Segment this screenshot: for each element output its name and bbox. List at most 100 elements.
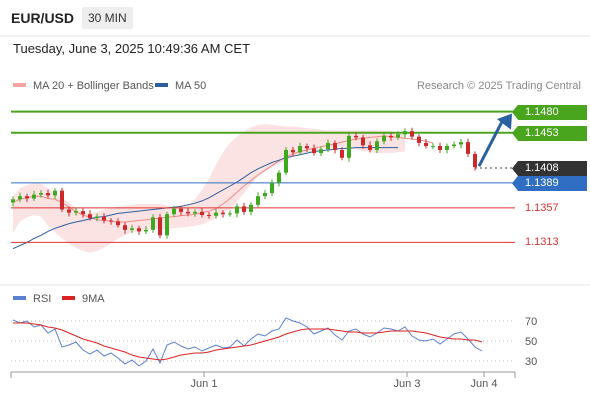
candle [277,170,281,187]
level-label-support: 1.1313 [525,236,559,249]
candle-body [39,193,43,195]
legend-rsi: RSI [13,293,51,305]
candle [312,144,316,156]
candle-body [32,194,36,199]
candle [172,205,176,217]
candle-body [11,199,15,203]
candle-body [109,220,113,222]
candle-body [151,217,155,230]
level-label-pointer [512,125,518,141]
rsi-tick-label: 70 [525,316,537,328]
candle [235,203,239,218]
level-label-last-price: 1.1408 [518,160,587,176]
legend-label: RSI [33,293,52,305]
projection-arrow [477,117,506,167]
candle [459,139,463,149]
level-label-support: 1.1357 [525,201,559,214]
candle [81,208,85,218]
candle [60,187,64,213]
candle-body [81,211,85,215]
candle-body [249,204,253,212]
candle-body [123,225,127,230]
candle [32,190,36,202]
rsi-line [12,317,483,367]
candle [340,146,344,161]
candle [179,205,183,216]
candle [207,212,211,219]
candle-body [144,229,148,232]
credit-text: Research © 2025 Trading Central [416,80,581,92]
candle [25,193,29,202]
candle [361,134,365,149]
legend-swatch [13,296,26,301]
level-label-pointer [512,104,518,120]
candle-body [263,193,267,197]
candle [221,210,225,218]
x-tick-label: Jun 4 [471,378,498,390]
candle-body [207,214,211,216]
candle-body [179,208,183,212]
level-label-resistance: 1.1480 [518,104,587,120]
candle [368,141,372,153]
candle-body [368,145,372,150]
candle [249,202,253,216]
candle-body [431,146,435,148]
candle [116,218,120,228]
candle [375,138,379,153]
candle [39,190,43,198]
candle-body [361,137,365,146]
candle [256,192,260,208]
candle-body [214,212,218,216]
candle [67,206,71,217]
candle-body [130,228,134,230]
legend-swatch [13,83,26,88]
candle-body [312,148,316,154]
candle-body [375,141,379,150]
candle-body [18,196,22,200]
candle [214,209,218,219]
candle-body [46,193,50,196]
candle [417,134,421,147]
candle-body [200,211,204,215]
candle-body [424,142,428,147]
candle-body [410,131,414,137]
legend-ma20: MA 20 + Bollinger Bands [13,80,154,92]
candle-body [298,146,302,153]
candle [333,140,337,154]
candle [354,132,358,141]
candle [284,146,288,176]
candle [291,146,295,157]
level-label-pointer [512,175,518,191]
bollinger-band [13,124,405,253]
candle-body [137,228,141,232]
legend-label: 9MA [82,293,105,305]
candle [102,213,106,224]
candle-body [193,211,197,214]
candle [319,146,323,157]
candle [347,132,351,162]
candle [389,133,393,141]
candle-body [459,142,463,145]
candle-body [172,208,176,215]
candle [263,190,267,200]
candle [424,139,428,149]
candle [88,210,92,221]
legend-9ma: 9MA [62,293,105,305]
candle-body [340,149,344,158]
candle-body [403,131,407,135]
candle [193,209,197,217]
candle-body [88,214,92,219]
candle-body [396,134,400,138]
candle-body [186,211,190,214]
symbol-label: EUR/USD [11,10,75,26]
timeframe-badge[interactable]: 30 MIN [82,7,133,29]
candle-body [60,190,64,210]
candle [95,213,99,222]
legend-label: MA 20 + Bollinger Bands [33,80,154,92]
candle-body [67,209,71,213]
level-label-pivot: 1.1389 [518,175,587,191]
candle [382,132,386,145]
candle-body [277,172,281,183]
candle-body [284,149,288,173]
